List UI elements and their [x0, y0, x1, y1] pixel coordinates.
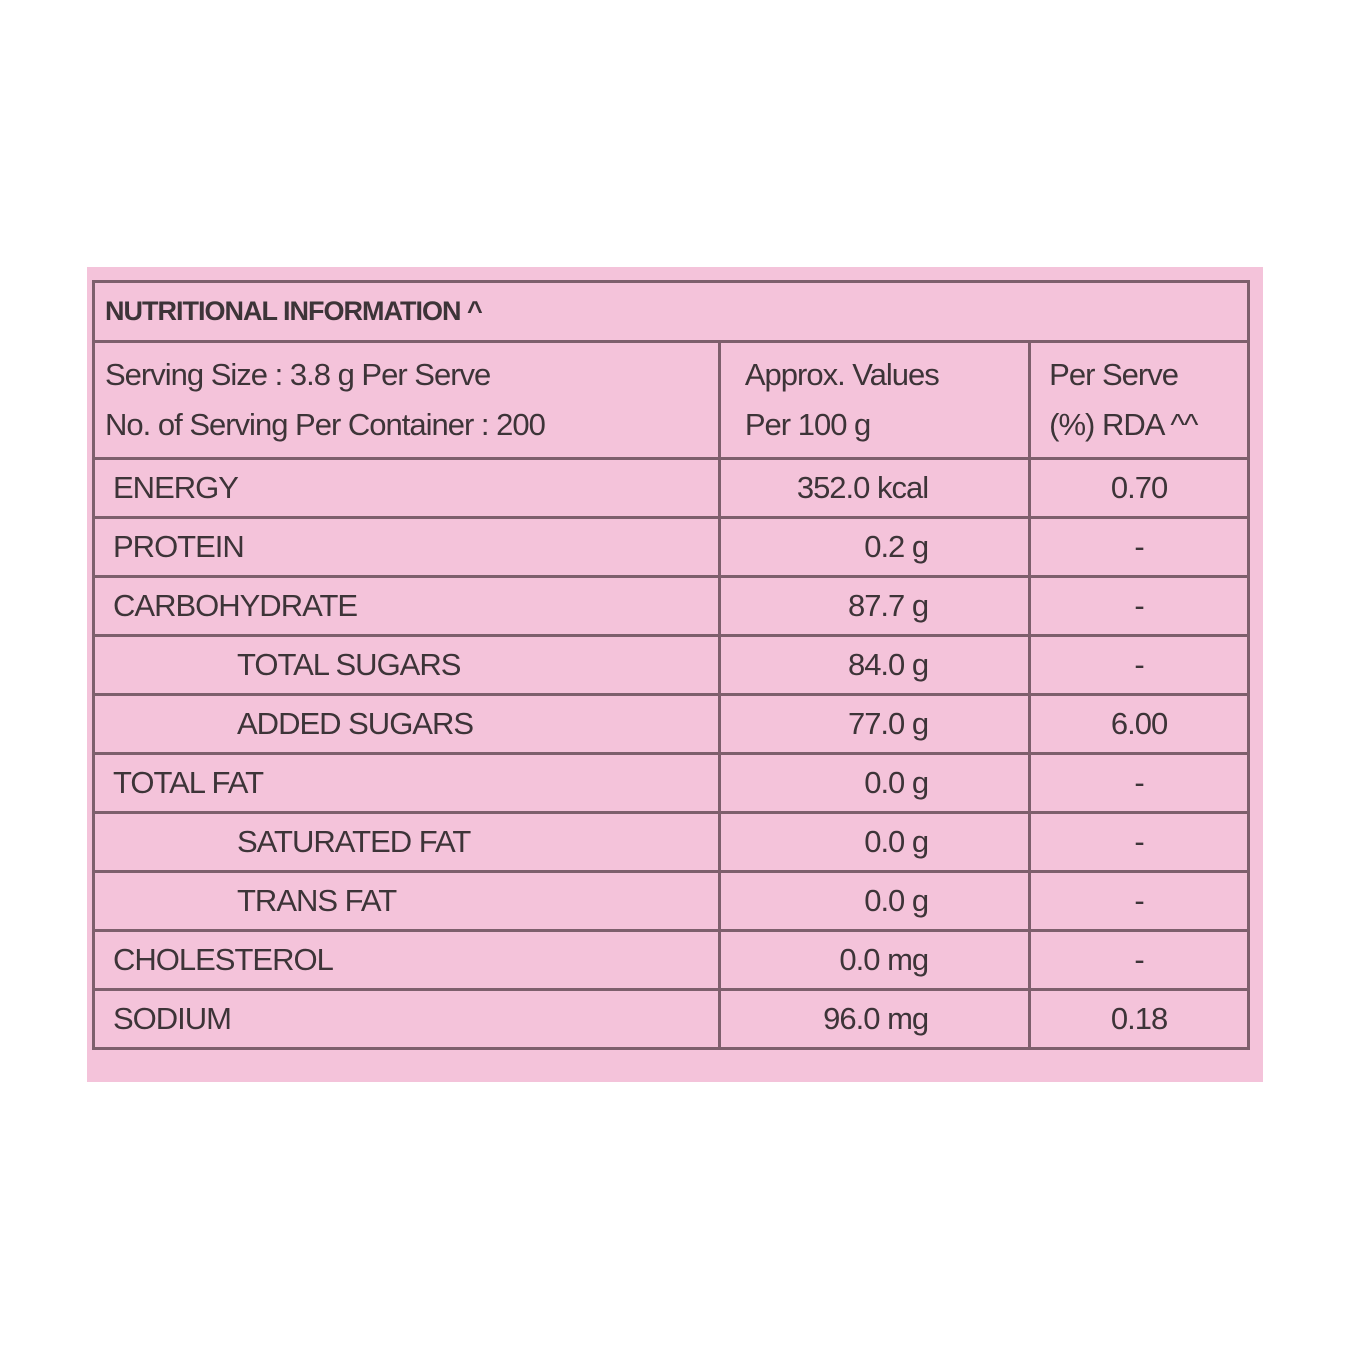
per-100g-value: 352.0 kcal [717, 457, 1032, 519]
header-text: Serving Size : 3.8 g Per Serve [105, 357, 491, 392]
header-cell: Per Serve (%) RDA ^^ [1028, 340, 1250, 460]
rda-value: 0.18 [1028, 988, 1250, 1050]
rda-value: - [1028, 575, 1250, 637]
nutrient-row: TRANS FAT 0.0 g- [92, 870, 1250, 932]
nutrient-name: ADDED SUGARS [92, 693, 721, 755]
per-100g-value: 0.0 g [717, 811, 1032, 873]
per-100g-value: 84.0 g [717, 634, 1032, 696]
header-cell: Approx. Values Per 100 g [717, 340, 1032, 460]
rda-value: - [1028, 811, 1250, 873]
nutrient-row: SATURATED FAT 0.0 g- [92, 811, 1250, 873]
header-text: Approx. Values [744, 357, 940, 392]
nutrient-name: TOTAL SUGARS [92, 634, 721, 696]
nutrient-name: ENERGY [92, 457, 721, 519]
nutrient-row: TOTAL FAT 0.0 g- [92, 752, 1250, 814]
title-row: NUTRITIONAL INFORMATION ^ [92, 280, 1250, 343]
per-100g-value: 0.0 mg [717, 929, 1032, 991]
header-cell: Serving Size : 3.8 g Per Serve No. of Se… [92, 340, 721, 460]
nutrition-table: NUTRITIONAL INFORMATION ^ Serving Size :… [92, 280, 1250, 1050]
rda-value: 6.00 [1028, 693, 1250, 755]
nutrient-name: CARBOHYDRATE [92, 575, 721, 637]
rda-value: - [1028, 634, 1250, 696]
per-100g-value: 77.0 g [717, 693, 1032, 755]
rda-value: - [1028, 752, 1250, 814]
header-text: Per 100 g [744, 407, 871, 442]
nutrient-row: ENERGY 352.0 kcal 0.70 [92, 457, 1250, 519]
nutrient-row: ADDED SUGARS 77.0 g 6.00 [92, 693, 1250, 755]
header-row: Serving Size : 3.8 g Per Serve No. of Se… [92, 340, 1250, 460]
nutrient-row: CHOLESTEROL 0.0 mg - [92, 929, 1250, 991]
nutrient-name: CHOLESTEROL [92, 929, 721, 991]
nutrient-row: TOTAL SUGARS 84.0 g- [92, 634, 1250, 696]
per-100g-value: 0.0 g [717, 752, 1032, 814]
per-100g-value: 0.2 g [717, 516, 1032, 578]
nutrient-name: TOTAL FAT [92, 752, 721, 814]
nutrient-row: CARBOHYDRATE 87.7 g- [92, 575, 1250, 637]
table-title: NUTRITIONAL INFORMATION ^ [92, 280, 1250, 343]
nutrient-row: SODIUM 96.0 mg 0.18 [92, 988, 1250, 1050]
nutrition-panel: NUTRITIONAL INFORMATION ^ Serving Size :… [87, 267, 1263, 1082]
header-text: No. of Serving Per Container : 200 [105, 407, 546, 442]
per-100g-value: 87.7 g [717, 575, 1032, 637]
per-100g-value: 96.0 mg [717, 988, 1032, 1050]
nutrient-name: SATURATED FAT [92, 811, 721, 873]
header-text: (%) RDA ^^ [1049, 407, 1198, 442]
rda-value: 0.70 [1028, 457, 1250, 519]
nutrient-name: SODIUM [92, 988, 721, 1050]
nutrient-row: PROTEIN 0.2 g- [92, 516, 1250, 578]
header-text: Per Serve [1049, 357, 1179, 392]
nutrient-name: TRANS FAT [92, 870, 721, 932]
rda-value: - [1028, 929, 1250, 991]
nutrient-name: PROTEIN [92, 516, 721, 578]
rda-value: - [1028, 870, 1250, 932]
rda-value: - [1028, 516, 1250, 578]
per-100g-value: 0.0 g [717, 870, 1032, 932]
